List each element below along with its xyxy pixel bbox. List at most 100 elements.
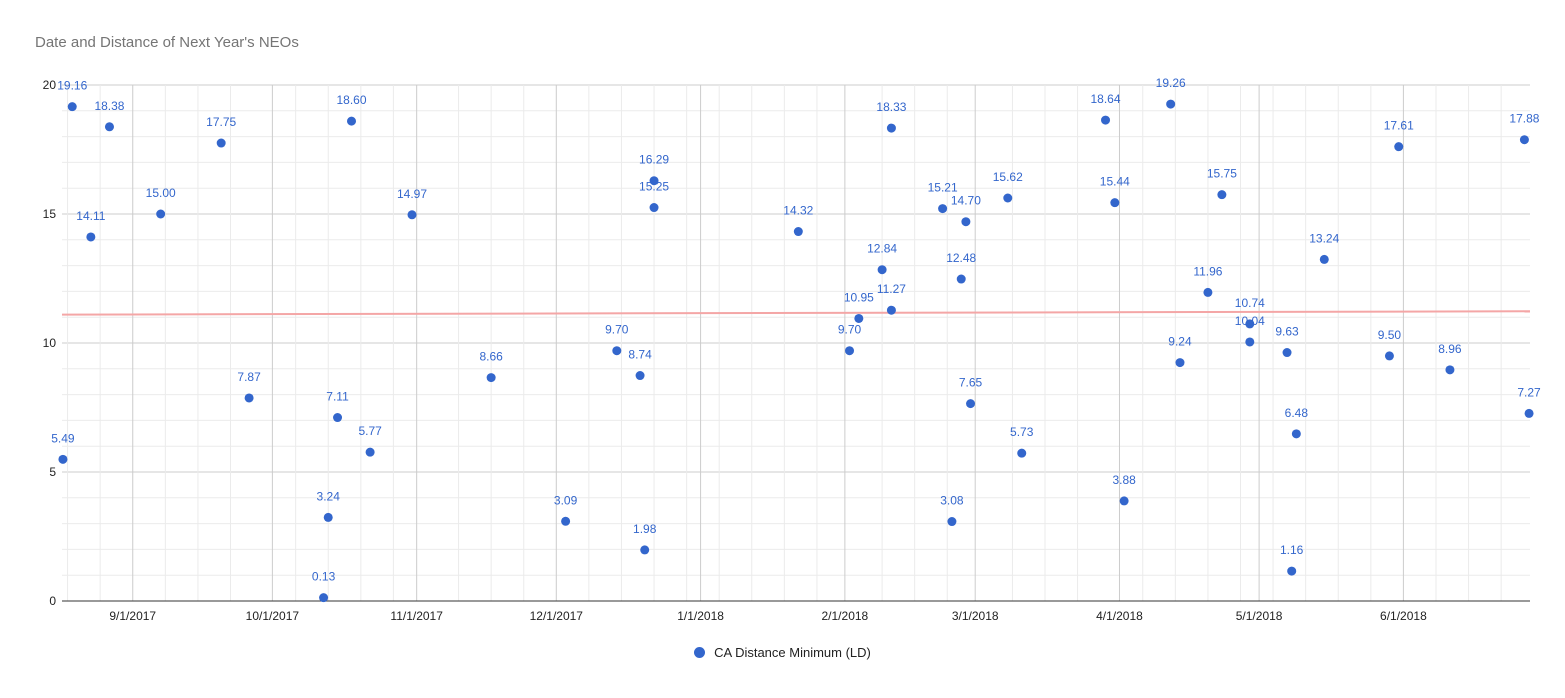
data-point — [156, 209, 166, 219]
data-point — [1519, 135, 1529, 145]
data-point — [333, 413, 343, 423]
data-label: 18.64 — [1091, 92, 1121, 106]
data-label: 14.11 — [76, 209, 105, 223]
data-label: 0.13 — [312, 570, 336, 584]
data-label: 19.16 — [57, 79, 87, 93]
data-label: 9.50 — [1378, 328, 1402, 342]
data-point — [1217, 190, 1227, 200]
data-label: 14.70 — [951, 194, 981, 208]
x-tick-label: 12/1/2017 — [530, 609, 584, 623]
data-label: 11.96 — [1193, 264, 1222, 278]
data-point — [966, 399, 976, 409]
data-points — [58, 99, 1534, 603]
y-tick-label: 10 — [43, 336, 57, 350]
y-tick-label: 20 — [43, 78, 57, 92]
data-point — [845, 346, 855, 356]
data-point — [1445, 365, 1455, 375]
x-tick-label: 1/1/2018 — [677, 609, 724, 623]
data-label: 5.49 — [51, 431, 75, 445]
data-point — [407, 210, 417, 220]
data-point — [956, 274, 966, 284]
data-point — [649, 176, 659, 186]
data-point — [1245, 319, 1255, 329]
data-label: 13.24 — [1309, 231, 1339, 245]
data-label: 17.61 — [1384, 119, 1414, 133]
legend-series-label: CA Distance Minimum (LD) — [714, 645, 871, 660]
data-point — [640, 545, 650, 555]
data-point — [1017, 448, 1027, 458]
data-point — [1110, 198, 1120, 208]
trendline — [61, 310, 1531, 316]
data-point — [947, 517, 957, 527]
data-label: 17.75 — [206, 115, 236, 129]
data-point — [216, 138, 226, 148]
data-label: 9.24 — [1168, 335, 1192, 349]
data-point — [793, 227, 803, 237]
data-point — [961, 217, 971, 227]
data-label: 1.16 — [1280, 543, 1304, 557]
data-label: 17.88 — [1509, 112, 1539, 126]
data-point — [877, 265, 887, 275]
data-point — [635, 371, 645, 381]
data-point — [1101, 115, 1111, 125]
data-point — [319, 593, 329, 603]
data-point — [104, 122, 114, 132]
y-tick-label: 15 — [43, 207, 57, 221]
data-point — [1245, 337, 1255, 347]
data-point — [1166, 99, 1176, 109]
data-label: 11.27 — [877, 282, 906, 296]
chart-title: Date and Distance of Next Year's NEOs — [35, 34, 299, 51]
data-label: 8.96 — [1438, 342, 1462, 356]
data-point — [1287, 566, 1297, 576]
data-point — [938, 204, 948, 214]
data-label: 18.33 — [876, 100, 906, 114]
data-point — [58, 454, 68, 464]
data-label: 10.04 — [1235, 314, 1265, 328]
data-point — [244, 393, 254, 403]
data-label: 3.09 — [554, 493, 578, 507]
data-label: 14.32 — [783, 204, 813, 218]
y-tick-label: 0 — [49, 594, 56, 608]
data-point — [1384, 351, 1394, 361]
x-tick-label: 5/1/2018 — [1236, 609, 1283, 623]
x-tick-label: 4/1/2018 — [1096, 609, 1143, 623]
data-label: 6.48 — [1285, 406, 1309, 420]
data-point — [1203, 287, 1213, 297]
x-tick-label: 3/1/2018 — [952, 609, 999, 623]
legend[interactable]: CA Distance Minimum (LD) — [0, 645, 1565, 660]
data-point — [1524, 408, 1534, 418]
data-point — [1319, 254, 1329, 264]
x-tick-label: 2/1/2018 — [822, 609, 869, 623]
data-point — [486, 373, 496, 383]
data-point — [86, 232, 96, 242]
data-label: 8.66 — [479, 350, 503, 364]
data-label: 18.38 — [94, 99, 124, 113]
data-label: 8.74 — [628, 348, 652, 362]
data-point — [1175, 358, 1185, 368]
x-tick-label: 6/1/2018 — [1380, 609, 1427, 623]
data-label: 3.24 — [317, 489, 341, 503]
data-label: 15.00 — [146, 186, 176, 200]
data-label: 16.29 — [639, 153, 669, 167]
axes: 9/1/2017 10/1/2017 11/1/2017 12/1/2017 1/1/2… — [43, 78, 1530, 623]
data-point — [67, 102, 77, 112]
data-label: 3.88 — [1112, 473, 1136, 487]
data-label: 5.73 — [1010, 425, 1034, 439]
data-label: 7.87 — [237, 370, 261, 384]
data-label: 15.44 — [1100, 175, 1130, 189]
data-label: 9.70 — [838, 323, 862, 337]
data-point — [612, 346, 622, 356]
x-tick-label: 9/1/2017 — [109, 609, 156, 623]
y-tick-label: 5 — [49, 465, 56, 479]
data-point — [323, 512, 333, 522]
data-point — [1003, 193, 1013, 203]
data-label: 15.21 — [928, 181, 958, 195]
data-label: 3.08 — [940, 494, 964, 508]
data-label: 12.48 — [946, 251, 976, 265]
data-label: 10.74 — [1235, 296, 1265, 310]
data-label: 7.11 — [326, 390, 349, 404]
data-label: 18.60 — [336, 93, 366, 107]
data-label: 15.75 — [1207, 167, 1237, 181]
data-label: 19.26 — [1156, 76, 1186, 90]
